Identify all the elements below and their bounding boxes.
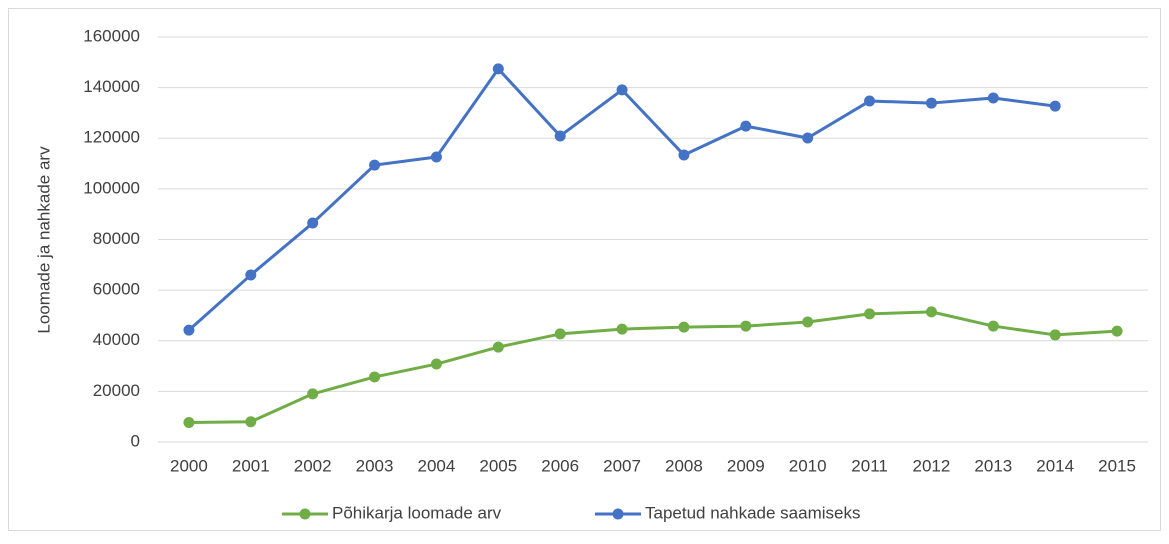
data-point [987, 320, 999, 332]
x-tick-label: 2013 [974, 456, 1012, 475]
data-point [245, 269, 257, 281]
data-point [554, 130, 566, 142]
data-point [802, 132, 814, 144]
data-point [740, 320, 752, 332]
y-tick-label: 120000 [83, 128, 140, 147]
y-tick-label: 20000 [93, 381, 140, 400]
data-point [369, 371, 381, 383]
x-tick-label: 2001 [232, 456, 270, 475]
data-point [369, 159, 381, 171]
data-point [492, 341, 504, 353]
data-point [183, 417, 195, 429]
y-tick-label: 160000 [83, 26, 140, 45]
x-tick-label: 2002 [294, 456, 332, 475]
data-point [864, 308, 876, 320]
legend-marker [299, 508, 311, 520]
data-point [554, 328, 566, 340]
x-tick-label: 2004 [418, 456, 456, 475]
y-tick-label: 60000 [93, 280, 140, 299]
data-point [616, 84, 628, 96]
x-tick-label: 2000 [170, 456, 208, 475]
data-point [307, 388, 319, 400]
x-tick-label: 2014 [1036, 456, 1074, 475]
x-tick-label: 2010 [789, 456, 827, 475]
legend-label: Põhikarja loomade arv [332, 503, 502, 522]
x-tick-label: 2008 [665, 456, 703, 475]
data-point [430, 358, 442, 370]
series-line [188, 310, 1118, 425]
x-tick-label: 2009 [727, 456, 765, 475]
x-tick-label: 2012 [913, 456, 951, 475]
data-point [616, 323, 628, 335]
data-point [678, 321, 690, 333]
x-tick-label: 2007 [603, 456, 641, 475]
data-point [245, 416, 257, 428]
data-point [925, 306, 937, 318]
chart-border [8, 8, 1161, 531]
data-point [864, 95, 876, 107]
data-point [925, 97, 937, 109]
y-tick-label: 100000 [83, 178, 140, 197]
data-point [307, 217, 319, 229]
data-point [492, 63, 504, 75]
y-tick-label: 0 [131, 431, 140, 450]
x-tick-label: 2006 [541, 456, 579, 475]
data-point [1049, 329, 1061, 341]
x-tick-label: 2015 [1098, 456, 1136, 475]
data-point [987, 92, 999, 104]
y-tick-label: 80000 [93, 229, 140, 248]
data-point [740, 120, 752, 132]
legend-marker [612, 508, 624, 520]
x-tick-label: 2005 [479, 456, 517, 475]
data-point [802, 316, 814, 328]
data-point [1111, 325, 1123, 337]
data-point [430, 151, 442, 163]
x-tick-label: 2011 [851, 456, 888, 475]
y-tick-label: 40000 [93, 330, 140, 349]
y-axis-label: Loomade ja nahkade arv [34, 146, 53, 334]
data-point [1049, 100, 1061, 112]
data-point [678, 149, 690, 161]
x-tick-label: 2003 [356, 456, 394, 475]
legend-label: Tapetud nahkade saamiseks [645, 503, 860, 522]
y-tick-label: 140000 [83, 77, 140, 96]
data-point [183, 324, 195, 336]
